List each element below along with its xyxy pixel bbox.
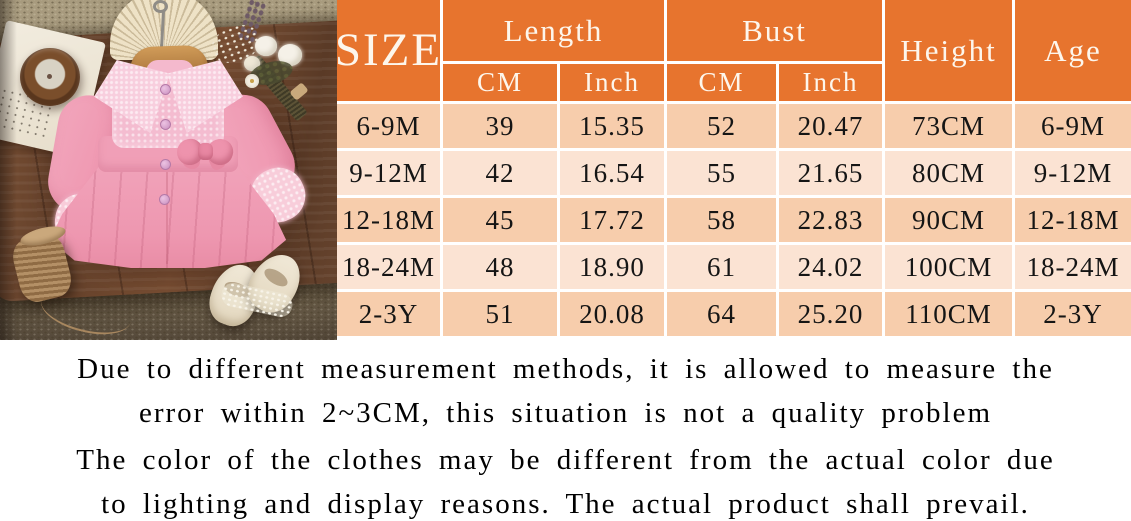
cell-height: 73CM xyxy=(885,104,1012,148)
cell-length-inch: 15.35 xyxy=(560,104,664,148)
bowl-wick xyxy=(47,74,52,79)
disclaimer-notes: Due to different measurement methods, it… xyxy=(0,340,1131,521)
cell-bust-cm: 55 xyxy=(667,151,776,195)
cell-length-inch: 20.08 xyxy=(560,292,664,336)
subheader-length-inch: Inch xyxy=(560,64,664,101)
bow-knot xyxy=(198,143,213,160)
coat-placket-line xyxy=(166,166,168,264)
cell-age: 9-12M xyxy=(1015,151,1131,195)
cell-bust-inch: 21.65 xyxy=(779,151,882,195)
cell-length-cm: 51 xyxy=(443,292,557,336)
cell-length-cm: 42 xyxy=(443,151,557,195)
cell-height: 110CM xyxy=(885,292,1012,336)
cell-size: 6-9M xyxy=(337,104,440,148)
subheader-length-cm: CM xyxy=(443,64,557,101)
cell-length-inch: 18.90 xyxy=(560,245,664,289)
product-photo xyxy=(0,0,337,340)
header-size: SIZE xyxy=(335,0,440,101)
subheader-bust-inch: Inch xyxy=(779,64,882,101)
coat-button xyxy=(160,84,171,95)
cell-bust-cm: 64 xyxy=(667,292,776,336)
header-bust: Bust xyxy=(667,0,882,61)
cell-length-cm: 45 xyxy=(443,198,557,242)
coat-button xyxy=(160,119,171,130)
daisy-center xyxy=(250,79,254,83)
cell-length-inch: 17.72 xyxy=(560,198,664,242)
cell-bust-cm: 61 xyxy=(667,245,776,289)
coat-button xyxy=(160,159,171,170)
cell-size: 12-18M xyxy=(337,198,440,242)
measurement-note-line2: error within 2~3CM, this situation is no… xyxy=(138,397,993,429)
coat-button xyxy=(159,194,170,205)
cotton-flower xyxy=(255,36,277,56)
cell-age: 12-18M xyxy=(1015,198,1131,242)
hanger-hook xyxy=(153,0,168,13)
header-length: Length xyxy=(443,0,664,61)
cell-bust-inch: 25.20 xyxy=(779,292,882,336)
cell-bust-inch: 24.02 xyxy=(779,245,882,289)
cell-bust-cm: 52 xyxy=(667,104,776,148)
color-note-line2: to lighting and display reasons. The act… xyxy=(101,488,1030,520)
cell-length-cm: 39 xyxy=(443,104,557,148)
cell-size: 18-24M xyxy=(337,245,440,289)
cell-age: 18-24M xyxy=(1015,245,1131,289)
coat-bow xyxy=(174,135,236,172)
header-age: Age xyxy=(1015,0,1131,101)
subheader-bust-cm: CM xyxy=(667,64,776,101)
cell-height: 80CM xyxy=(885,151,1012,195)
cell-height: 90CM xyxy=(885,198,1012,242)
cell-age: 6-9M xyxy=(1015,104,1131,148)
cell-length-cm: 48 xyxy=(443,245,557,289)
cell-bust-inch: 22.83 xyxy=(779,198,882,242)
color-note-line1: The color of the clothes may be differen… xyxy=(76,444,1055,476)
cell-length-inch: 16.54 xyxy=(560,151,664,195)
cell-size: 9-12M xyxy=(337,151,440,195)
color-note: The color of the clothes may be differen… xyxy=(0,438,1131,521)
cell-age: 2-3Y xyxy=(1015,292,1131,336)
size-table: SIZE Length Bust Height Age CM Inch CM I… xyxy=(335,0,1131,336)
cell-size: 2-3Y xyxy=(337,292,440,336)
cell-bust-inch: 20.47 xyxy=(779,104,882,148)
cell-bust-cm: 58 xyxy=(667,198,776,242)
measurement-note-line1: Due to different measurement methods, it… xyxy=(77,353,1054,385)
dried-flowers xyxy=(205,0,337,135)
header-height: Height xyxy=(885,0,1012,101)
cell-height: 100CM xyxy=(885,245,1012,289)
measurement-note: Due to different measurement methods, it… xyxy=(0,347,1131,435)
